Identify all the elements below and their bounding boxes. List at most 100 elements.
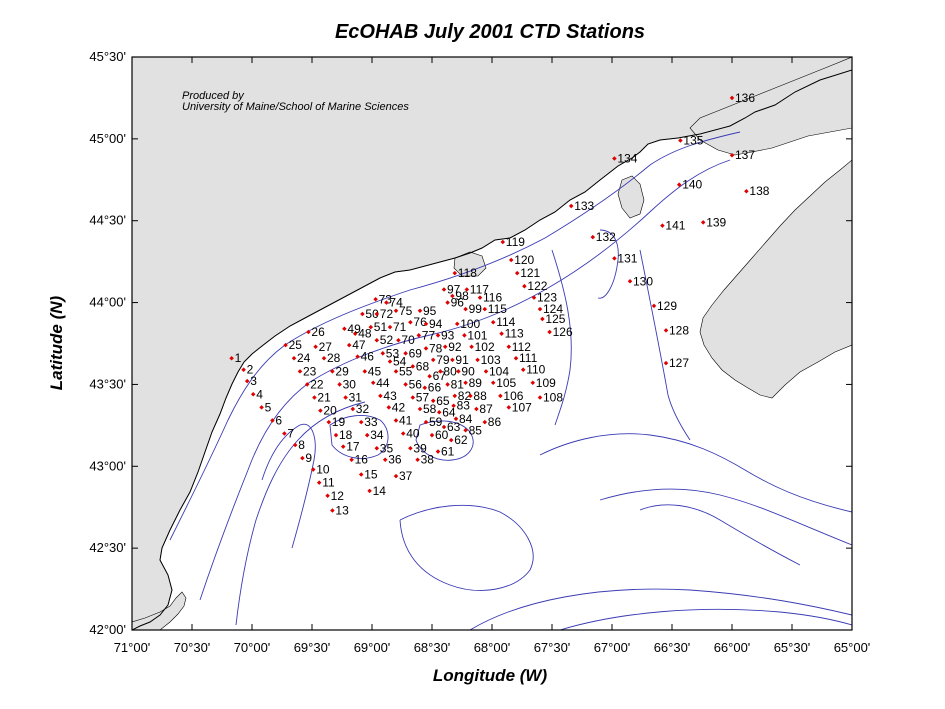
station-marker: [325, 493, 330, 499]
station-marker: [410, 395, 416, 400]
station-marker: [306, 329, 311, 335]
station-marker: [475, 357, 480, 363]
station-106: 106: [498, 389, 524, 403]
station-51: 51: [368, 320, 388, 334]
x-tick-label: 66°30': [654, 640, 691, 655]
station-marker: [330, 508, 335, 513]
y-tick-label: 43°30': [89, 376, 126, 391]
station-label: 55: [399, 364, 413, 378]
station-label: 37: [399, 469, 413, 483]
station-marker: [403, 382, 408, 387]
station-64: 64: [436, 405, 456, 419]
station-label: 97: [447, 282, 461, 296]
station-marker: [441, 424, 447, 430]
station-label: 12: [331, 489, 345, 503]
station-marker: [663, 360, 669, 366]
station-label: 52: [380, 333, 394, 347]
land-cape-cod: [132, 591, 187, 630]
station-marker: [297, 369, 303, 374]
station-65: 65: [430, 394, 450, 408]
station-label: 49: [347, 322, 361, 336]
station-119: 119: [500, 235, 525, 249]
station-label: 138: [749, 184, 769, 198]
station-label: 30: [343, 377, 357, 391]
station-32: 32: [350, 402, 369, 416]
station-marker: [423, 419, 429, 425]
station-87: 87: [474, 402, 493, 416]
station-129: 129: [651, 299, 677, 313]
station-marker: [342, 326, 347, 332]
station-label: 2: [247, 363, 254, 377]
station-label: 23: [303, 364, 317, 378]
station-marker: [482, 306, 488, 312]
station-label: 90: [461, 364, 475, 378]
station-label: 51: [374, 320, 388, 334]
station-marker: [436, 409, 442, 415]
station-marker: [464, 287, 470, 292]
station-marker: [326, 419, 332, 425]
station-127: 127: [663, 356, 689, 370]
station-label: 110: [526, 363, 545, 377]
station-label: 112: [512, 340, 531, 354]
station-marker: [396, 337, 401, 343]
station-label: 10: [316, 463, 330, 477]
station-110: 110: [520, 363, 546, 377]
station-label: 117: [470, 282, 489, 296]
station-99: 99: [463, 302, 482, 316]
station-26: 26: [306, 325, 325, 339]
station-31: 31: [343, 391, 362, 405]
station-label: 68: [416, 359, 430, 373]
station-86: 86: [482, 415, 501, 429]
station-label: 125: [545, 312, 565, 326]
station-92: 92: [442, 340, 462, 354]
station-label: 25: [289, 338, 303, 352]
station-label: 63: [447, 420, 461, 434]
station-94: 94: [423, 317, 443, 331]
station-23: 23: [297, 364, 317, 378]
station-marker: [313, 344, 318, 350]
station-marker: [283, 342, 288, 348]
station-label: 43: [383, 389, 397, 403]
station-marker: [352, 331, 358, 336]
station-label: 103: [481, 353, 501, 367]
station-label: 105: [496, 376, 516, 390]
station-38: 38: [415, 453, 434, 467]
station-marker: [463, 380, 468, 386]
station-90: 90: [456, 364, 475, 378]
station-marker: [330, 369, 335, 374]
station-30: 30: [337, 377, 356, 391]
station-label: 58: [423, 402, 437, 416]
station-113: 113: [499, 327, 524, 341]
station-label: 50: [365, 307, 379, 321]
station-label: 140: [682, 178, 702, 192]
station-marker: [537, 395, 543, 400]
station-label: 76: [413, 315, 427, 329]
station-label: 22: [310, 377, 324, 391]
station-label: 5: [265, 400, 272, 414]
station-label: 130: [633, 274, 653, 288]
station-marker: [387, 324, 393, 330]
credit-line-1: Produced by: [182, 90, 245, 102]
credit-line-2: University of Maine/School of Marine Sci…: [182, 101, 409, 113]
station-111: 111: [513, 351, 538, 365]
station-marker: [378, 393, 383, 399]
station-marker: [367, 488, 372, 494]
station-label: 47: [352, 338, 366, 352]
station-marker: [410, 364, 416, 369]
station-marker: [456, 369, 461, 374]
station-marker: [441, 287, 447, 292]
station-label: 27: [319, 340, 333, 354]
y-tick-label: 43°00': [89, 458, 126, 473]
station-82: 82: [452, 389, 471, 403]
station-label: 13: [335, 503, 349, 517]
station-marker: [310, 467, 316, 472]
station-77: 77: [416, 328, 435, 342]
station-label: 104: [489, 364, 509, 378]
station-marker: [349, 457, 354, 462]
station-label: 132: [596, 230, 616, 244]
station-marker: [417, 406, 423, 412]
station-50: 50: [360, 307, 379, 321]
station-label: 83: [457, 399, 471, 413]
station-37: 37: [393, 469, 413, 483]
station-120: 120: [508, 253, 535, 267]
